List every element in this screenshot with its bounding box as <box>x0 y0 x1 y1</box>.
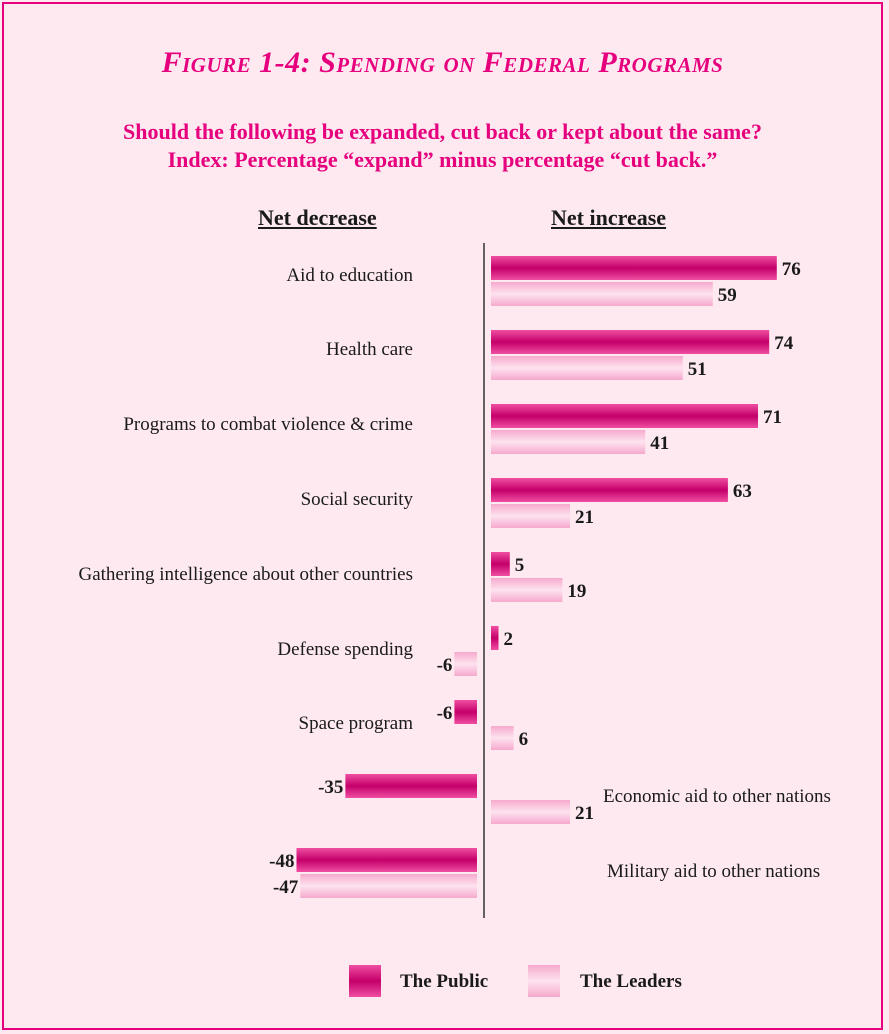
bar-the-leaders-aid-to-education <box>491 282 713 306</box>
category-labels: Aid to education Health care Programs to c… <box>79 265 831 882</box>
legend: The Public The Leaders <box>349 965 682 997</box>
bar-the-leaders-defense-spending <box>454 652 477 676</box>
bar-the-public-space-program <box>454 700 477 724</box>
value-label-the-public-aid-to-education: 76 <box>782 259 801 280</box>
value-label-the-leaders-gathering-intelligence-about-other-countries: 19 <box>567 581 586 602</box>
value-label-the-leaders-programs-to-combat-violence-and-crime: 41 <box>650 433 669 454</box>
bar-the-public-health-care <box>491 330 770 354</box>
value-label-the-leaders-health-care: 51 <box>688 359 707 380</box>
category-label-defense-spending: Defense spending <box>277 639 413 660</box>
legend-swatch-public <box>349 965 381 997</box>
value-label-the-public-programs-to-combat-violence-and-crime: 71 <box>763 407 782 428</box>
category-label-space-program: Space program <box>299 713 414 734</box>
bar-the-leaders-space-program <box>491 726 514 750</box>
value-label-the-leaders-defense-spending: -6 <box>437 655 453 676</box>
category-label-military-aid-to-other-nations: Military aid to other nations <box>607 861 820 882</box>
bar-the-leaders-health-care <box>491 356 683 380</box>
value-label-the-leaders-space-program: 6 <box>519 729 529 750</box>
value-label-the-public-defense-spending: 2 <box>504 629 514 650</box>
subtitle-line-2: Index: Percentage “expand” minus percent… <box>167 147 718 172</box>
category-label-aid-to-education: Aid to education <box>286 265 413 286</box>
category-label-gathering-intelligence-about-other-countries: Gathering intelligence about other count… <box>79 564 414 585</box>
value-labels: 76 74 71 63 5 2 -6 -35 -48 59 51 41 21 19 -6 6 21 -47 <box>269 259 801 898</box>
bar-the-public-social-security <box>491 478 728 502</box>
value-label-the-public-economic-aid-to-other-nations: -35 <box>318 777 343 798</box>
value-label-the-public-military-aid-to-other-nations: -48 <box>269 851 294 872</box>
net-decrease-header: Net decrease <box>258 205 377 230</box>
bar-the-leaders-economic-aid-to-other-nations <box>491 800 570 824</box>
bar-the-leaders-social-security <box>491 504 570 528</box>
value-label-the-public-space-program: -6 <box>437 703 453 724</box>
legend-swatch-leaders <box>528 965 560 997</box>
value-label-the-leaders-economic-aid-to-other-nations: 21 <box>575 803 594 824</box>
category-label-programs-to-combat-violence-and-crime: Programs to combat violence & crime <box>123 414 413 435</box>
bar-the-public-economic-aid-to-other-nations <box>345 774 477 798</box>
value-label-the-public-health-care: 74 <box>774 333 794 354</box>
category-label-health-care: Health care <box>326 339 413 360</box>
bar-the-leaders-military-aid-to-other-nations <box>300 874 477 898</box>
bar-the-public-aid-to-education <box>491 256 777 280</box>
category-label-economic-aid-to-other-nations: Economic aid to other nations <box>603 786 831 807</box>
subtitle-line-1: Should the following be expanded, cut ba… <box>123 119 762 144</box>
bar-the-public-military-aid-to-other-nations <box>296 848 477 872</box>
value-label-the-leaders-military-aid-to-other-nations: -47 <box>273 877 299 898</box>
net-increase-header: Net increase <box>551 205 667 230</box>
legend-label-public: The Public <box>400 971 488 992</box>
legend-label-leaders: The Leaders <box>580 971 682 992</box>
bar-the-leaders-programs-to-combat-violence-and-crime <box>491 430 646 454</box>
bar-the-public-defense-spending <box>491 626 499 650</box>
chart-title: Figure 1-4: Spending on Federal Programs <box>161 46 724 79</box>
value-label-the-public-social-security: 63 <box>733 481 752 502</box>
bar-the-public-programs-to-combat-violence-and-crime <box>491 404 758 428</box>
value-label-the-public-gathering-intelligence-about-other-countries: 5 <box>515 555 525 576</box>
value-label-the-leaders-aid-to-education: 59 <box>718 285 737 306</box>
bar-the-leaders-gathering-intelligence-about-other-countries <box>491 578 563 602</box>
bar-the-public-gathering-intelligence-about-other-countries <box>491 552 510 576</box>
category-label-social-security: Social security <box>301 489 414 510</box>
value-label-the-leaders-social-security: 21 <box>575 507 594 528</box>
chart-subtitle: Should the following be expanded, cut ba… <box>0 118 885 174</box>
bars-group <box>296 256 777 898</box>
